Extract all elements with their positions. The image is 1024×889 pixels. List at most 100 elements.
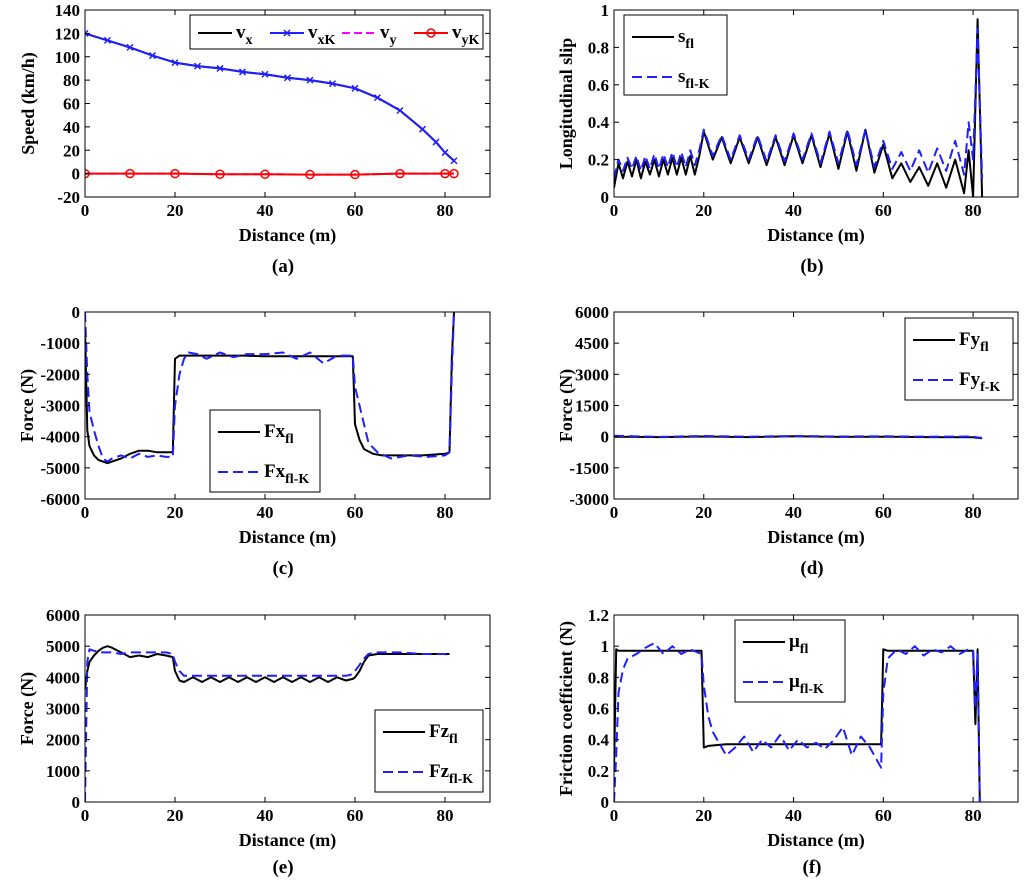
panel-b: 0 20 40 60 80 0 0.2 0.4 0.6 0.8 1 Distance (m) Longi… [556,1,1019,277]
y-tick-label: 1.2 [588,606,609,625]
data-point-v_x-K [216,64,224,72]
y-tick-label: 0 [601,428,610,447]
series-group [614,434,983,440]
legend-label-Fy_f-K: Fyf-K [959,369,1000,395]
x-tick-label: 40 [257,201,274,220]
y-tick-label: 4500 [575,334,609,353]
y-tick-label: 40 [63,118,80,137]
data-point-v_x-K [283,74,292,82]
y-tick-label: 0.6 [588,700,609,719]
x-tick-label: 60 [875,201,892,220]
y-tick-label: 60 [63,95,80,114]
legend-label-main: s [678,66,685,87]
data-point-v_x-K [193,62,202,70]
data-point-v_x-K [396,106,404,115]
legend-label-v_y-K: vyK [452,22,480,48]
panel-caption: (f) [803,857,822,878]
data-point-v_x-K [171,59,179,67]
y-tick-label: 1 [601,1,610,20]
data-point-v_x-K [450,157,458,165]
y-tick-label: 3000 [46,700,80,719]
legend-label-main: Fy [959,329,981,350]
series-line-mu_fl-K [614,642,981,802]
x-axis-label: Distance (m) [239,830,336,851]
legend-label-Fz_fl-K: Fzfl-K [429,761,473,787]
y-tick-label: 20 [63,141,80,160]
data-point-v_y-K [125,168,135,179]
legend-label-main: μ [789,671,800,692]
data-point-v_x-K [103,36,112,44]
x-tick-label: 60 [347,806,364,825]
legend-label-main: s [678,26,685,47]
data-point-v_x-K [351,84,359,92]
data-point-v_y-K [440,168,450,179]
y-axis-label: Force (N) [17,369,38,442]
legend-marker [426,28,436,38]
data-point-v_x-K [306,76,314,84]
x-tick-label: 20 [695,503,712,522]
x-tick-label: 80 [965,201,982,220]
x-tick-label: 60 [347,201,364,220]
y-tick-label: 140 [55,1,81,20]
legend-label-sub: f-K [980,380,1000,395]
x-tick-label: 80 [437,201,454,220]
legend-label-sub: fl-K [449,772,473,787]
y-axis-label: Speed (km/h) [18,52,39,155]
y-tick-label: 0 [72,303,81,322]
legend-label-s_fl: sfl [678,26,694,52]
legend-label-sub: fl [980,340,989,355]
data-point-v_x-K [126,43,134,51]
data-point-v_x-K [85,29,89,37]
legend-label-sub: xK [318,33,336,48]
series-line-s_fl [614,18,984,197]
data-point-v_y-K [449,168,459,179]
x-tick-label: 80 [437,503,454,522]
data-point-v_x-K [261,70,269,78]
legend-label-sub: fl [685,37,694,52]
series-group [85,645,450,802]
panel-e: 0 20 40 60 80 0 1000 2000 3000 4000 5000 6000 Distan… [17,606,491,878]
legend-label-s_fl-K: sfl-K [678,66,710,92]
legend-label-Fx_fl-K: Fxfl-K [264,461,309,487]
data-point-v_x-K [238,68,247,76]
y-tick-label: 4000 [46,668,80,687]
data-point-v_x-K [441,149,449,157]
x-tick-label: 60 [875,503,892,522]
data-point-v_y-K [260,169,270,179]
y-tick-label: -3000 [40,397,80,416]
x-tick-label: 20 [695,806,712,825]
y-tick-label: -5000 [40,459,80,478]
y-tick-label: 6000 [575,303,609,322]
series-group [614,642,981,802]
legend-label-Fx_fl: Fxfl [264,421,294,447]
y-tick-label: 120 [55,24,81,43]
legend-label-sub: fl [800,642,809,657]
legend: μfl μfl-K [734,619,846,703]
legend: Fyfl Fyf-K [904,317,1014,401]
legend-label-Fz_fl: Fzfl [429,721,458,747]
y-tick-label: 5000 [46,637,80,656]
x-tick-label: 40 [785,806,802,825]
legend: vx vxK vy vyK [189,14,484,50]
legend-label-sub: fl-K [285,472,309,487]
data-point-v_x-K [418,125,427,133]
x-tick-label: 40 [257,503,274,522]
legend-box [904,317,1014,401]
x-axis-label: Distance (m) [239,225,336,246]
x-axis-label: Distance (m) [767,830,864,851]
y-tick-label: 0.8 [588,38,609,57]
legend-label-sub: fl-K [685,77,709,92]
series-line-v_x-K [85,32,455,162]
legend-label-mu_fl-K: μfl-K [789,671,824,697]
legend-label-v_y: vy [380,22,397,48]
data-point-v_x-K [328,80,337,88]
legend-label-main: μ [789,631,800,652]
data-point-v_y-K [170,168,180,179]
x-tick-label: 0 [610,806,619,825]
x-tick-label: 80 [965,503,982,522]
x-tick-label: 0 [610,503,619,522]
y-tick-label: -4000 [40,428,80,447]
y-tick-label: -3000 [569,490,609,509]
legend-label-main: Fx [264,421,286,442]
